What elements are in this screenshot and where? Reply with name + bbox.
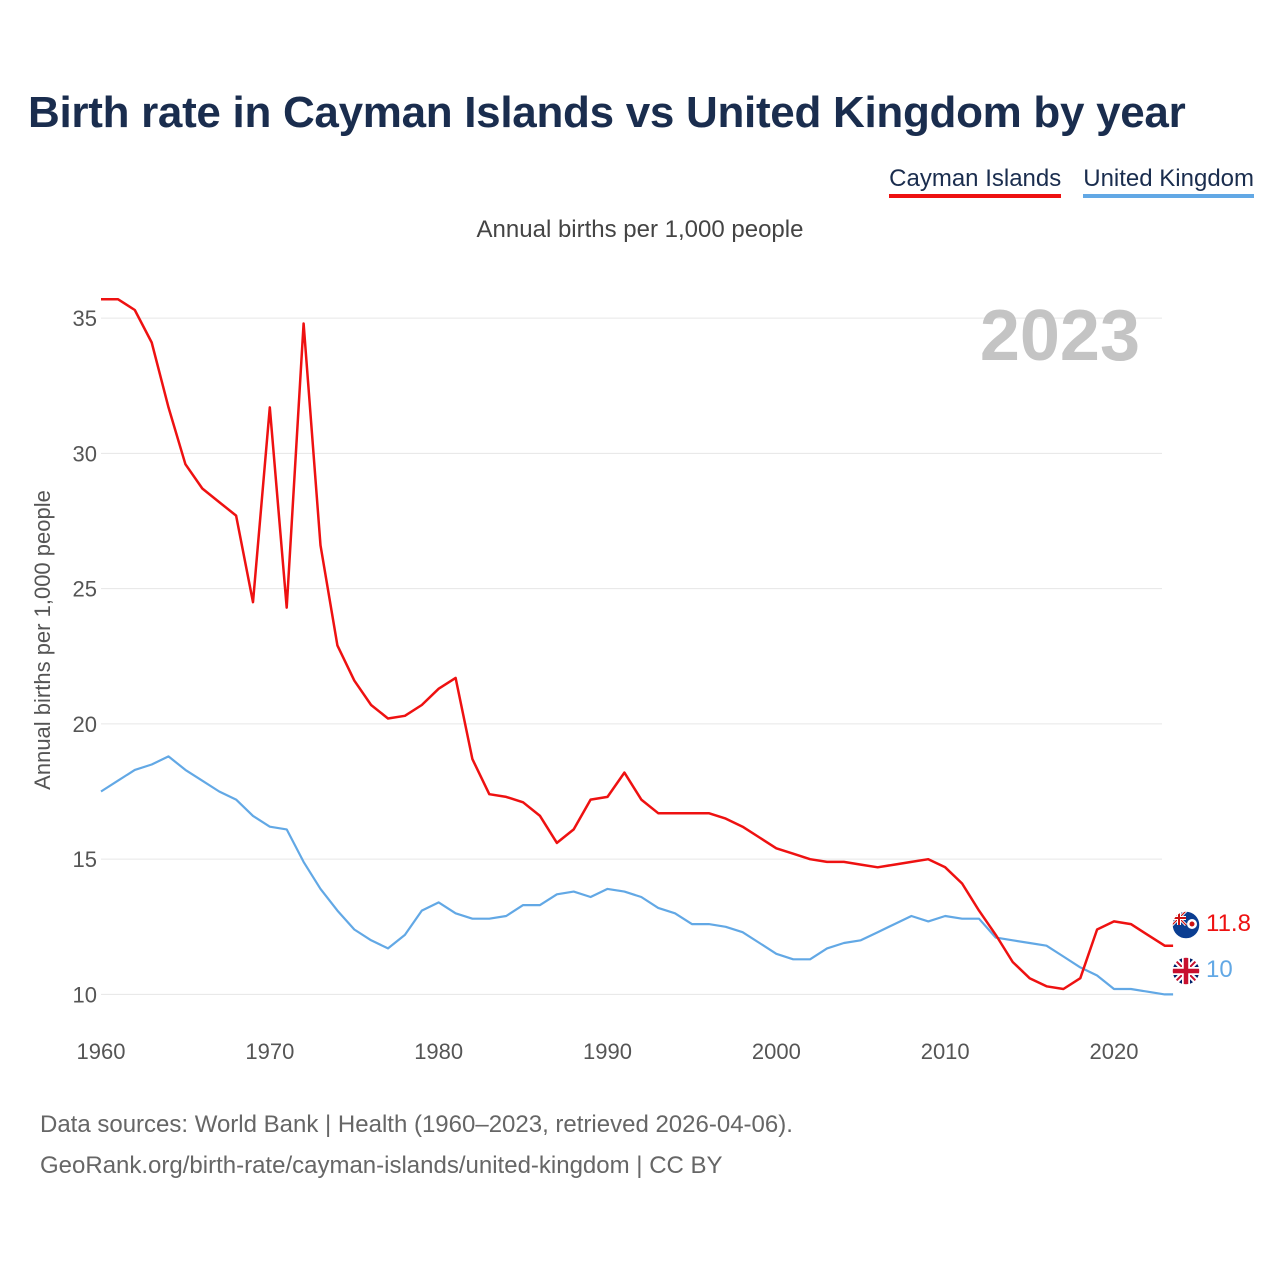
y-axis-title: Annual births per 1,000 people — [30, 490, 55, 790]
x-tick-label: 2020 — [1090, 1039, 1139, 1064]
y-tick-label: 25 — [73, 577, 97, 602]
cayman-islands-flag-icon — [1171, 910, 1201, 940]
y-axis-ticks: 10 15 20 25 30 35 — [73, 306, 97, 1007]
y-tick-label: 15 — [73, 847, 97, 872]
legend-item-united-kingdom[interactable]: United Kingdom — [1083, 164, 1254, 198]
data-sources-text: Data sources: World Bank | Health (1960–… — [40, 1111, 793, 1138]
y-tick-label: 20 — [73, 712, 97, 737]
x-tick-label: 1980 — [414, 1039, 463, 1064]
x-tick-label: 1960 — [77, 1039, 126, 1064]
y-tick-label: 35 — [73, 306, 97, 331]
united-kingdom-end-label: 10 — [1206, 956, 1233, 983]
series-line-united-kingdom[interactable] — [100, 755, 1174, 996]
legend: Cayman Islands United Kingdom — [889, 164, 1254, 198]
x-axis-ticks: 1960 1970 1980 1990 2000 2010 2020 — [77, 1039, 1139, 1064]
year-label: 2023 — [980, 296, 1140, 376]
y-tick-label: 30 — [73, 441, 97, 466]
x-tick-label: 1970 — [245, 1039, 294, 1064]
y-tick-label: 10 — [73, 982, 97, 1007]
united-kingdom-flag-icon — [1171, 956, 1201, 986]
source-link[interactable]: GeoRank.org/birth-rate/cayman-islands/un… — [40, 1152, 723, 1179]
x-tick-label: 2010 — [921, 1039, 970, 1064]
footer: Data sources: World Bank | Health (1960–… — [40, 1104, 793, 1186]
chart-title: Birth rate in Cayman Islands vs United K… — [28, 88, 1186, 137]
chart-subtitle: Annual births per 1,000 people — [476, 216, 804, 243]
legend-item-cayman-islands[interactable]: Cayman Islands — [889, 164, 1062, 198]
gridlines — [101, 317, 1162, 995]
series-lines — [100, 297, 1174, 996]
x-tick-label: 1990 — [583, 1039, 632, 1064]
series-line-cayman-islands[interactable] — [101, 297, 1174, 991]
x-tick-label: 2000 — [752, 1039, 801, 1064]
cayman-islands-end-label: 11.8 — [1206, 910, 1251, 937]
